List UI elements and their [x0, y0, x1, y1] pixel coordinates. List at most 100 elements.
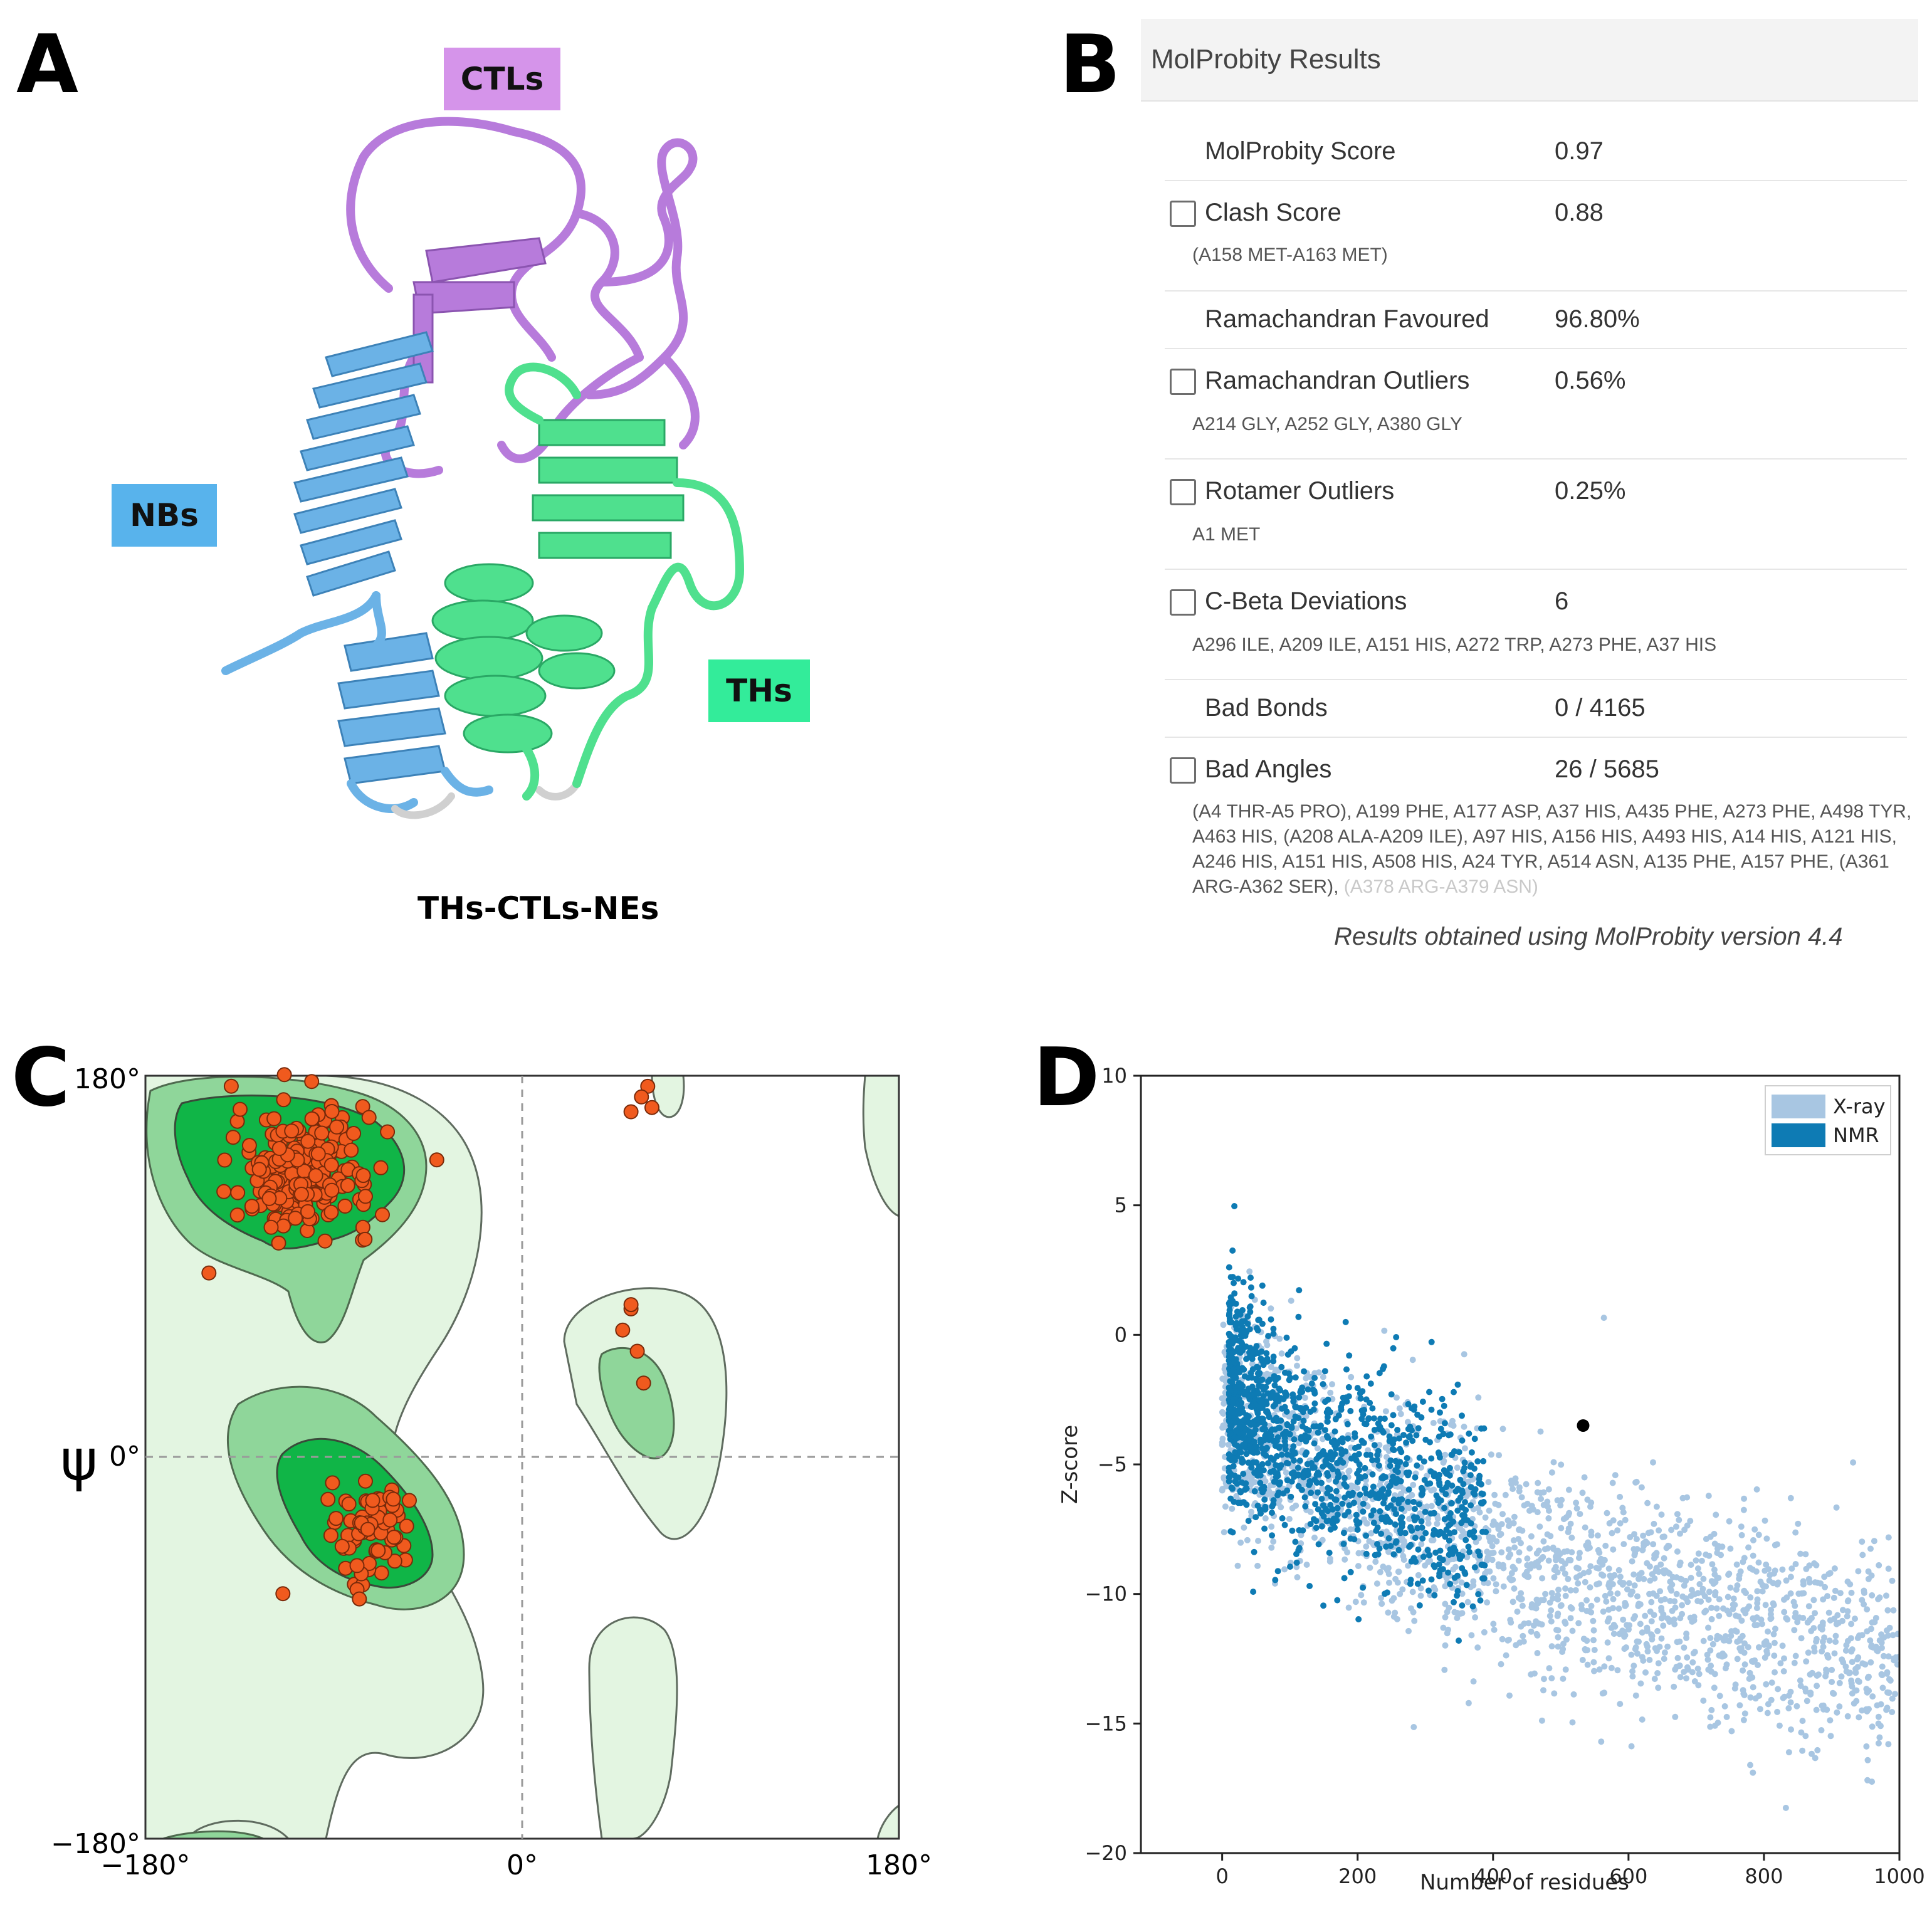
xray-point	[1510, 1520, 1517, 1526]
xray-point	[1372, 1558, 1379, 1565]
xray-point	[1713, 1605, 1720, 1612]
xray-point	[1248, 1508, 1254, 1515]
xray-point	[1832, 1639, 1839, 1645]
nmr-point	[1231, 1203, 1238, 1209]
xray-point	[1734, 1638, 1741, 1645]
nmr-point	[1254, 1502, 1261, 1509]
nmr-point	[1234, 1480, 1241, 1487]
xray-point	[1381, 1327, 1388, 1334]
nmr-point	[1345, 1435, 1352, 1442]
nmr-point	[1414, 1411, 1421, 1418]
xray-point	[1740, 1667, 1746, 1674]
xray-point	[1792, 1529, 1799, 1536]
xray-point	[1219, 1375, 1226, 1382]
nmr-point	[1479, 1528, 1486, 1535]
xray-point	[1528, 1533, 1535, 1540]
rama-point	[324, 1182, 340, 1198]
nmr-point	[1229, 1274, 1236, 1281]
nmr-point	[1312, 1501, 1319, 1508]
row-bad-bonds: Bad Bonds 0 / 4165	[1165, 679, 1907, 738]
y-tick-label: 0	[1115, 1323, 1127, 1347]
nmr-point	[1436, 1454, 1443, 1461]
c-beta-deviations-checkbox[interactable]	[1170, 589, 1196, 616]
xray-point	[1582, 1579, 1588, 1585]
legend-xray-swatch	[1772, 1095, 1825, 1118]
nmr-point	[1386, 1433, 1393, 1440]
nmr-point	[1420, 1553, 1427, 1560]
ramachandran-outliers-checkbox[interactable]	[1170, 369, 1196, 395]
clash-score-checkbox[interactable]	[1170, 201, 1196, 227]
xray-point	[1723, 1713, 1730, 1720]
xray-point	[1732, 1681, 1739, 1688]
xray-point	[1470, 1678, 1477, 1685]
xray-point	[1759, 1621, 1765, 1627]
nmr-point	[1283, 1428, 1289, 1435]
xray-point	[1771, 1652, 1778, 1659]
nmr-point	[1371, 1442, 1378, 1449]
nmr-point	[1357, 1474, 1363, 1480]
xray-point	[1562, 1585, 1569, 1592]
xray-point	[1723, 1661, 1730, 1668]
bad-angles-checkbox[interactable]	[1170, 757, 1196, 784]
xray-point	[1875, 1713, 1882, 1720]
xray-point	[1585, 1539, 1592, 1546]
xray-point	[1608, 1664, 1615, 1671]
nmr-point	[1311, 1464, 1318, 1471]
xray-point	[1676, 1516, 1683, 1523]
xray-point	[1458, 1579, 1465, 1586]
xray-point	[1708, 1668, 1714, 1675]
nmr-point	[1386, 1437, 1393, 1444]
xray-point	[1588, 1602, 1595, 1609]
xray-point	[1516, 1639, 1523, 1646]
rama-point	[328, 1511, 344, 1526]
rama-point	[230, 1185, 246, 1200]
xray-point	[1746, 1565, 1753, 1572]
xray-point	[1536, 1563, 1542, 1570]
nmr-point	[1376, 1490, 1383, 1497]
xray-point	[1409, 1492, 1415, 1499]
xray-point	[1219, 1424, 1226, 1431]
xray-point	[1545, 1503, 1551, 1510]
nmr-point	[1378, 1530, 1385, 1537]
nmr-point	[1276, 1385, 1283, 1392]
xray-point	[1498, 1661, 1504, 1668]
xray-point	[1673, 1590, 1680, 1597]
nmr-point	[1387, 1463, 1394, 1469]
nmr-point	[1255, 1364, 1262, 1371]
nmr-point	[1390, 1496, 1397, 1503]
xray-point	[1894, 1661, 1899, 1668]
rama-point	[217, 1152, 233, 1168]
rama-point	[644, 1100, 659, 1115]
rotamer-outliers-checkbox[interactable]	[1170, 479, 1196, 505]
xray-point	[1568, 1605, 1575, 1612]
xray-point	[1609, 1530, 1615, 1537]
xray-point	[1363, 1520, 1370, 1526]
xray-point	[1281, 1566, 1288, 1573]
xray-point	[1345, 1604, 1352, 1611]
nmr-point	[1281, 1521, 1288, 1528]
xray-point	[1601, 1663, 1608, 1670]
rama-point	[340, 1178, 355, 1193]
nmr-point	[1232, 1300, 1239, 1307]
xray-point	[1565, 1525, 1572, 1532]
nmr-point	[1405, 1469, 1412, 1476]
xray-point	[1761, 1517, 1768, 1524]
nmr-point	[1261, 1525, 1268, 1532]
nmr-point	[1237, 1449, 1244, 1456]
nmr-point	[1412, 1535, 1419, 1542]
xray-point	[1794, 1619, 1801, 1626]
xray-point	[1507, 1551, 1514, 1558]
row-value: 26 / 5685	[1555, 755, 1659, 783]
xray-point	[1394, 1579, 1401, 1586]
xray-point	[1753, 1486, 1760, 1493]
nmr-point	[1354, 1385, 1361, 1392]
row-detail: (A158 MET-A163 MET)	[1192, 244, 1388, 265]
nmr-point	[1263, 1452, 1269, 1459]
nmr-point	[1353, 1456, 1360, 1463]
xray-point	[1268, 1523, 1275, 1530]
xray-point	[1506, 1692, 1513, 1699]
nmr-point	[1259, 1445, 1266, 1452]
nmr-point	[1259, 1282, 1266, 1289]
xray-point	[1787, 1573, 1794, 1580]
xray-point	[1753, 1605, 1760, 1612]
